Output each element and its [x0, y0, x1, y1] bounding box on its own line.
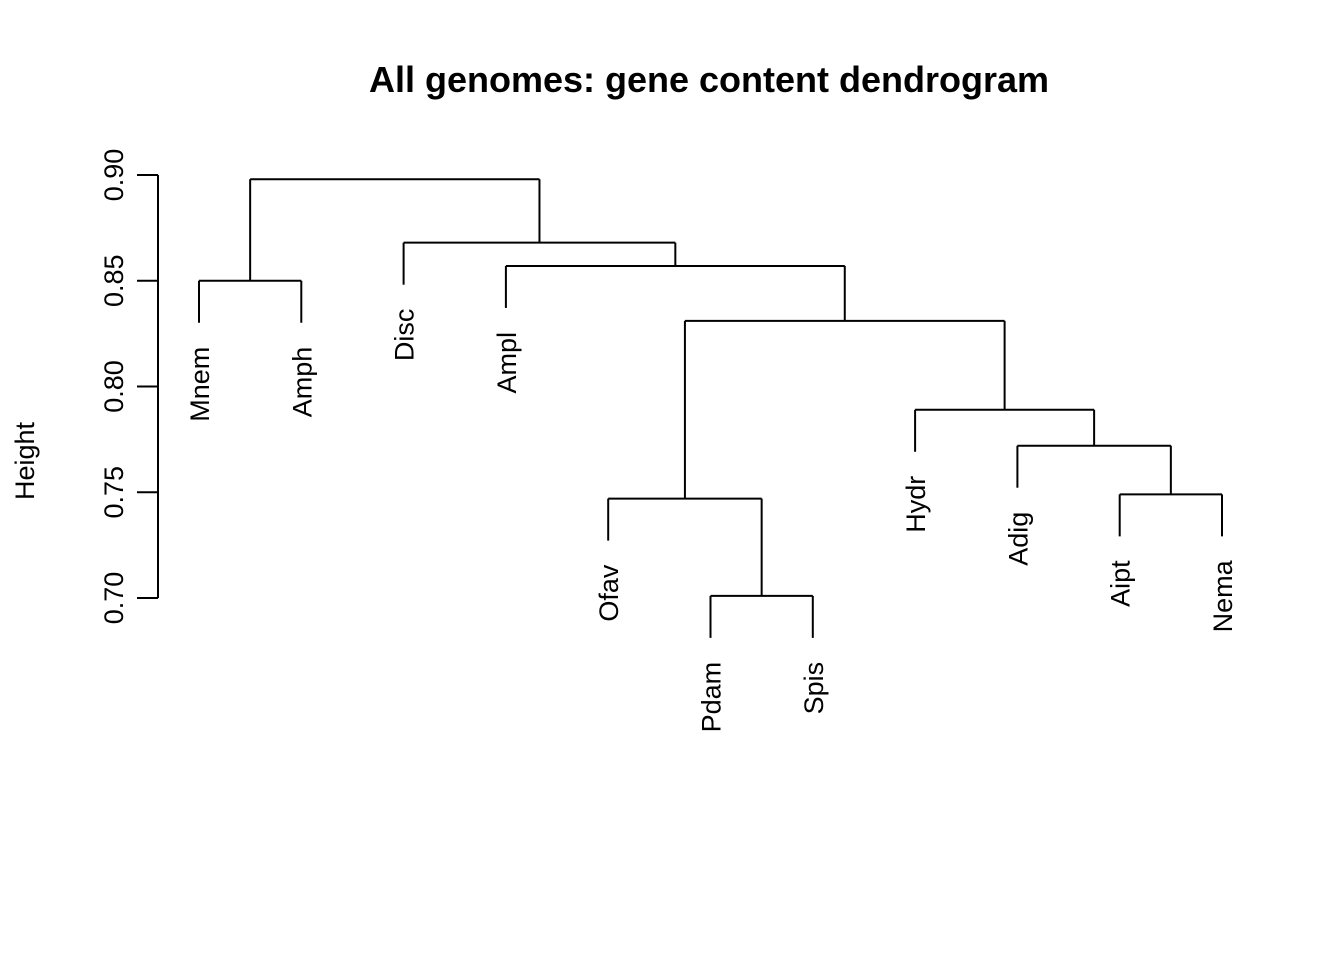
leaf-label: Aipt: [1106, 560, 1136, 607]
chart-title: All genomes: gene content dendrogram: [369, 59, 1049, 100]
leaf-labels: Mnem Amph Disc Ampl Ofav Pdam Spis Hydr Adig Aipt…: [185, 309, 1238, 733]
leaf-label: Ampl: [492, 332, 522, 394]
leaf-label: Spis: [799, 662, 829, 715]
leaf-label: Hydr: [901, 476, 931, 533]
y-tick-label: 0.70: [99, 572, 129, 625]
leaf-label: Disc: [390, 309, 420, 362]
y-tick-label: 0.80: [99, 360, 129, 413]
leaf-label: Adig: [1003, 512, 1033, 566]
leaf-label: Ofav: [594, 564, 624, 622]
y-axis-label: Height: [10, 421, 40, 500]
y-tick-label: 0.75: [99, 466, 129, 519]
y-tick-label: 0.90: [99, 149, 129, 202]
y-axis: 0.70 0.75 0.80 0.85 0.90: [99, 149, 159, 625]
y-tick-label: 0.85: [99, 254, 129, 307]
leaf-label: Nema: [1208, 559, 1238, 632]
leaf-label: Mnem: [185, 347, 215, 422]
dendrogram-tree: [198, 178, 1223, 638]
leaf-label: Amph: [287, 347, 317, 418]
leaf-label: Pdam: [697, 662, 727, 733]
